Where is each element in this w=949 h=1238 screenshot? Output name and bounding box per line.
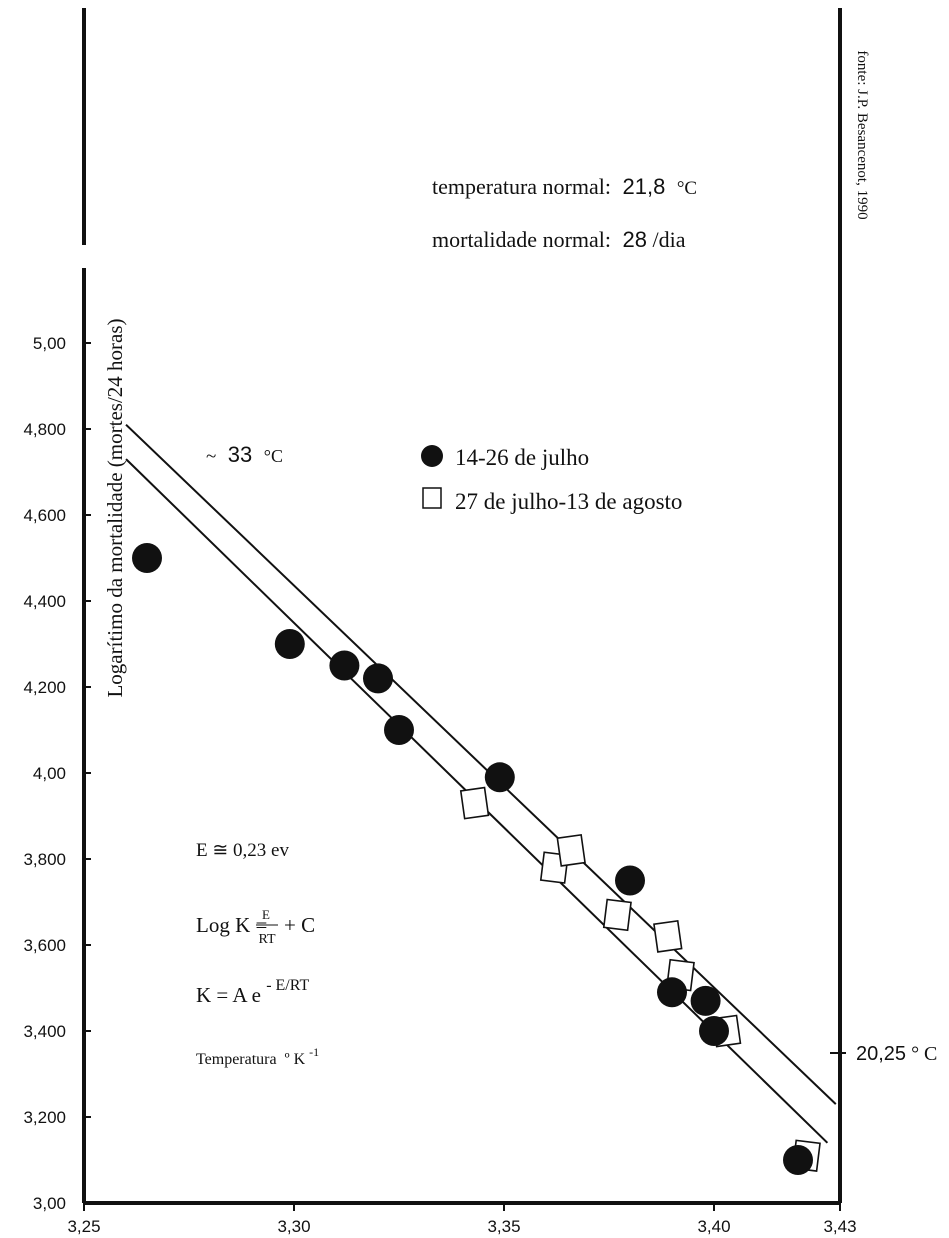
y-axis-label: Logarítimo da mortalidade (mortes/24 hor… <box>103 318 127 697</box>
y-axis-ticks: 3,00 3,200 3,400 3,600 3,800 4,00 4,200 4,400 4,… <box>23 334 91 1213</box>
y-tick-label: 3,00 <box>33 1194 66 1213</box>
x-tick-label: 3,35 <box>487 1217 520 1236</box>
data-point-circle <box>690 985 721 1016</box>
y-tick-label: 4,00 <box>33 764 66 783</box>
data-point-circle <box>384 715 414 745</box>
source-note: fonte: J.P. Besancenot, 1990 <box>854 50 870 219</box>
data-point-circle <box>615 865 645 896</box>
temperature-axis-note: Temperatura º K -1 <box>196 1045 319 1068</box>
formula-k-base: K = A e <box>196 983 261 1007</box>
temp-axis-unit: º K <box>285 1051 306 1068</box>
low-temperature-note: 20,25 ° C <box>856 1043 937 1065</box>
low-temp-unit: ° C <box>911 1043 937 1065</box>
y-tick-label: 5,00 <box>33 334 66 353</box>
data-point-circle <box>329 650 360 681</box>
data-point-square <box>459 786 490 820</box>
data-point-circle <box>484 762 515 793</box>
normal-values-note: temperatura normal: 21,8 °C mortalidade … <box>432 174 697 252</box>
y-tick-label: 4,600 <box>23 506 66 525</box>
formula-log-rhs: + C <box>284 913 315 937</box>
high-temp-value: 33 <box>228 442 252 467</box>
mort-normal-value: 28 <box>623 227 647 252</box>
formula-log-numerator: E <box>262 907 270 922</box>
y-tick-label: 3,600 <box>23 936 66 955</box>
y-tick-label: 4,200 <box>23 678 66 697</box>
temp-normal-label: temperatura normal: <box>432 174 611 199</box>
data-point-circle <box>699 1016 729 1046</box>
data-point-circle <box>363 663 393 694</box>
formula-k-exponent: - E/RT <box>266 977 309 994</box>
legend-marker-circle <box>421 445 443 467</box>
y-tick-label: 3,800 <box>23 850 66 869</box>
temp-axis-exponent: -1 <box>309 1045 319 1059</box>
legend-label-series-1: 14-26 de julho <box>455 445 589 470</box>
y-tick-label: 4,800 <box>23 420 66 439</box>
x-axis-ticks: 3,25 3,30 3,35 3,40 3,43 <box>67 1203 857 1236</box>
formula-log-denominator: RT <box>258 932 275 947</box>
regression-line <box>125 423 837 1105</box>
data-point-square <box>602 898 632 932</box>
formula-energy: E ≅ 0,23 ev <box>196 840 289 861</box>
y-tick-label: 3,200 <box>23 1108 66 1127</box>
legend: 14-26 de julho 27 de julho-13 de agosto <box>421 445 682 514</box>
formula-log-lhs: Log K = <box>196 913 267 937</box>
temp-normal-unit: °C <box>677 178 697 199</box>
high-temp-prefix: ~ <box>206 446 216 467</box>
high-temperature-note: ~ 33 °C <box>206 442 283 467</box>
temp-normal-value: 21,8 <box>622 174 665 199</box>
x-tick-label: 3,40 <box>697 1217 730 1236</box>
mort-normal-label: mortalidade normal: <box>432 227 611 252</box>
data-point-circle <box>783 1145 813 1175</box>
x-tick-label: 3,43 <box>823 1217 856 1236</box>
y-tick-label: 4,400 <box>23 592 66 611</box>
data-point-circle <box>657 977 687 1008</box>
data-point-square <box>653 919 683 953</box>
temp-axis-word: Temperatura <box>196 1051 277 1068</box>
legend-label-series-2: 27 de julho-13 de agosto <box>455 489 682 514</box>
low-temp-value: 20,25 <box>856 1043 906 1065</box>
x-tick-label: 3,30 <box>277 1217 310 1236</box>
high-temp-unit: °C <box>264 446 283 466</box>
y-tick-label: 3,400 <box>23 1022 66 1041</box>
data-markers <box>132 543 821 1175</box>
data-point-circle <box>132 543 162 573</box>
data-point-circle <box>274 629 305 659</box>
x-tick-label: 3,25 <box>67 1217 100 1236</box>
formula-k: K = A e - E/RT <box>196 977 309 1007</box>
svg-text:mortalidade normal: 28: mortalidade normal: 28 /dia <box>432 227 686 252</box>
mort-normal-unit: /dia <box>652 227 685 252</box>
legend-marker-square <box>422 487 442 509</box>
svg-text:temperatura normal: 21,8: temperatura normal: 21,8 °C <box>432 174 697 199</box>
data-point-square <box>556 833 586 867</box>
formula-block: E ≅ 0,23 ev Log K = E RT + C K = A e - E… <box>196 840 319 1068</box>
